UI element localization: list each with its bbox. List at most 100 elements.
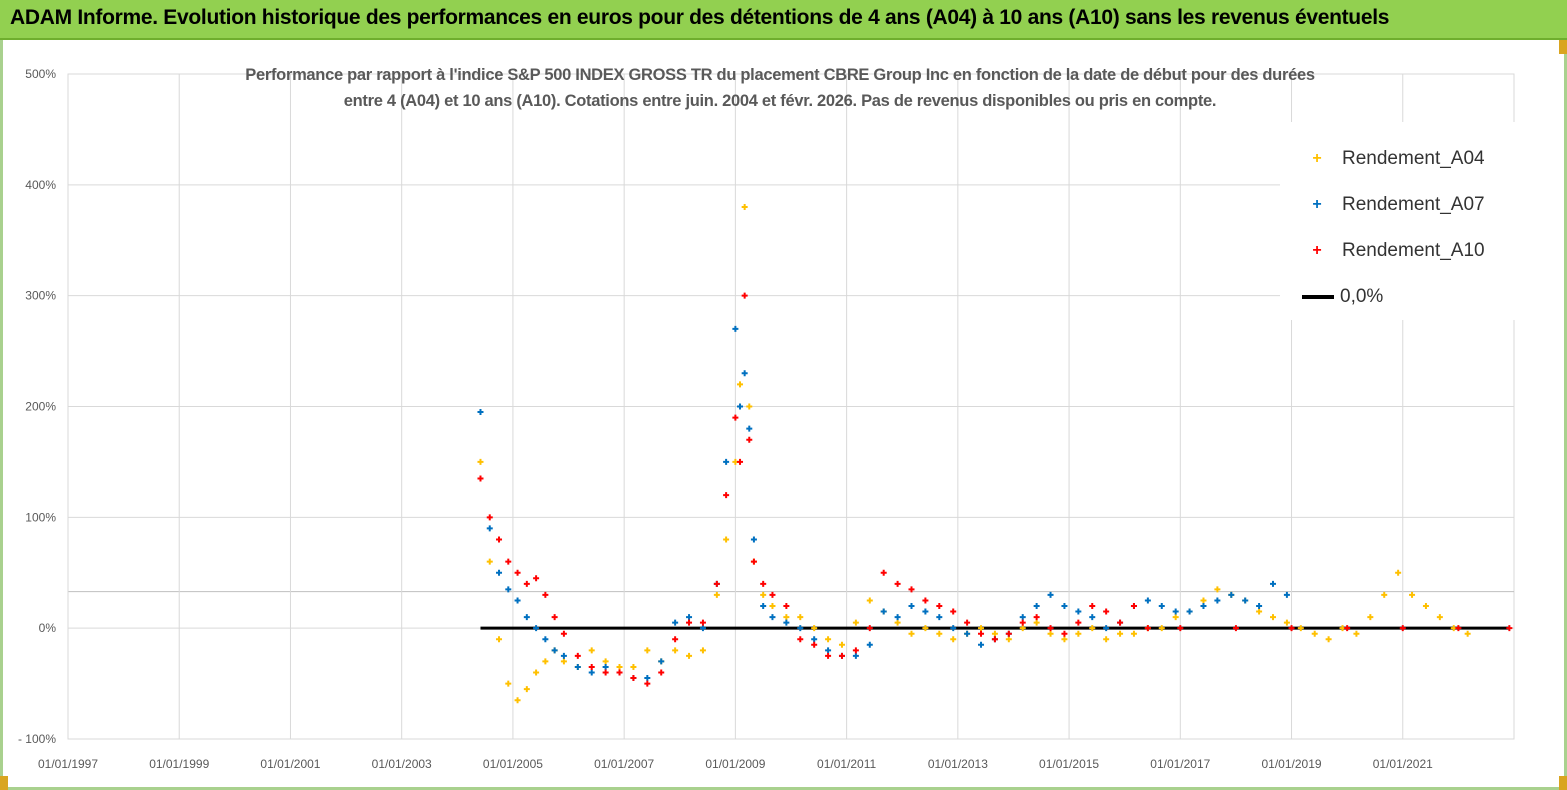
data-point-a07 — [574, 663, 581, 670]
frame-corner-top-right — [1559, 40, 1567, 54]
data-point-a10 — [672, 636, 679, 643]
data-point-a04 — [922, 625, 929, 632]
data-point-a04 — [1103, 636, 1110, 643]
data-point-a07 — [560, 652, 567, 659]
data-point-a04 — [1311, 630, 1318, 637]
data-point-a10 — [741, 292, 748, 299]
data-point-a04 — [936, 630, 943, 637]
data-point-a04 — [560, 658, 567, 665]
data-point-a10 — [1089, 603, 1096, 609]
data-point-a04 — [1158, 625, 1165, 632]
data-point-a07 — [723, 458, 730, 465]
data-point-a10 — [602, 669, 609, 676]
data-point-a07 — [737, 403, 744, 410]
data-point-a04 — [588, 647, 595, 654]
data-point-a10 — [866, 625, 873, 632]
data-point-a10 — [1506, 625, 1513, 632]
data-point-a04 — [1047, 630, 1054, 637]
data-point-a10 — [1019, 619, 1026, 626]
y-axis-ticks: 500% 400% 300% 200% 100% 0% - 100% — [18, 67, 56, 746]
data-point-a10 — [1117, 619, 1124, 626]
data-point-a10 — [760, 580, 767, 587]
data-point-a10 — [783, 603, 790, 609]
data-point-a04 — [1117, 630, 1124, 637]
data-point-a10 — [1344, 625, 1351, 632]
legend-marker-a04: + — [1312, 150, 1322, 167]
legend-item-a04: + Rendement_A04 — [1302, 144, 1485, 174]
data-point-a07 — [783, 619, 790, 626]
data-point-a10 — [616, 669, 623, 676]
data-point-a10 — [1075, 619, 1082, 626]
x-tick-label: 01/01/2013 — [928, 757, 988, 771]
data-point-a04 — [1256, 608, 1263, 615]
data-point-a10 — [1455, 625, 1462, 632]
data-point-a07 — [950, 625, 957, 632]
data-point-a10 — [750, 558, 757, 565]
data-point-a07 — [644, 675, 651, 682]
data-point-a04 — [991, 630, 998, 637]
data-point-a07 — [1103, 625, 1110, 632]
data-point-a04 — [1200, 597, 1207, 604]
data-point-a04 — [1422, 603, 1429, 609]
data-point-a10 — [496, 536, 503, 543]
data-point-a04 — [1325, 636, 1332, 643]
series-a10 — [477, 292, 1513, 687]
data-point-a04 — [825, 636, 832, 643]
data-point-a07 — [746, 425, 753, 432]
data-point-a10 — [560, 630, 567, 637]
data-point-a04 — [523, 686, 530, 693]
legend-label-a10: Rendement_A10 — [1342, 240, 1485, 261]
data-point-a04 — [760, 591, 767, 598]
data-point-a04 — [514, 697, 521, 704]
data-point-a10 — [686, 619, 693, 626]
data-point-a04 — [1381, 591, 1388, 598]
data-point-a04 — [769, 603, 776, 609]
data-point-a10 — [699, 619, 706, 626]
data-point-a04 — [533, 669, 540, 676]
data-point-a04 — [1061, 636, 1068, 643]
data-point-a04 — [1075, 630, 1082, 637]
x-tick-label: 01/01/2001 — [260, 757, 320, 771]
report-banner: ADAM Informe. Evolution historique des p… — [0, 0, 1567, 40]
data-point-a10 — [797, 636, 804, 643]
legend-item-a07: + Rendement_A07 — [1302, 190, 1484, 220]
data-point-a07 — [797, 625, 804, 632]
data-point-a07 — [699, 625, 706, 632]
legend-marker-a10: + — [1312, 242, 1322, 259]
data-point-a04 — [630, 663, 637, 670]
data-point-a10 — [1047, 625, 1054, 632]
data-point-a04 — [1172, 614, 1179, 621]
data-point-a10 — [1177, 625, 1184, 632]
data-point-a04 — [723, 536, 730, 543]
data-point-a04 — [741, 204, 748, 210]
data-point-a04 — [978, 625, 985, 632]
data-point-a04 — [852, 619, 859, 626]
y-tick-label: 100% — [25, 510, 56, 524]
data-point-a07 — [1214, 597, 1221, 604]
data-point-a07 — [1200, 603, 1207, 609]
data-point-a07 — [542, 636, 549, 643]
chart-title-line-1: Performance par rapport à l'indice S&P 5… — [245, 66, 1315, 84]
report-title: ADAM Informe. Evolution historique des p… — [10, 6, 1390, 29]
chart-title: Performance par rapport à l'indice S&P 5… — [170, 62, 1390, 114]
data-point-a10 — [1033, 614, 1040, 621]
data-point-a07 — [936, 614, 943, 621]
legend-label-a04: Rendement_A04 — [1342, 148, 1485, 169]
frame-corner-bottom-right — [1559, 776, 1567, 790]
y-tick-label: 500% — [25, 67, 56, 81]
data-point-a07 — [477, 409, 484, 416]
data-point-a10 — [533, 575, 540, 582]
x-tick-label: 01/01/2019 — [1262, 757, 1322, 771]
data-point-a10 — [713, 580, 720, 587]
data-point-a04 — [644, 647, 651, 654]
data-point-a07 — [514, 597, 521, 604]
data-point-a04 — [699, 647, 706, 654]
data-point-a04 — [1019, 625, 1026, 632]
data-point-a10 — [1061, 630, 1068, 637]
x-tick-label: 01/01/1997 — [38, 757, 98, 771]
data-point-a04 — [737, 381, 744, 388]
data-point-a04 — [950, 636, 957, 643]
legend-label-zero: 0,0% — [1340, 286, 1384, 307]
data-point-a10 — [978, 630, 985, 637]
data-point-a04 — [602, 658, 609, 665]
